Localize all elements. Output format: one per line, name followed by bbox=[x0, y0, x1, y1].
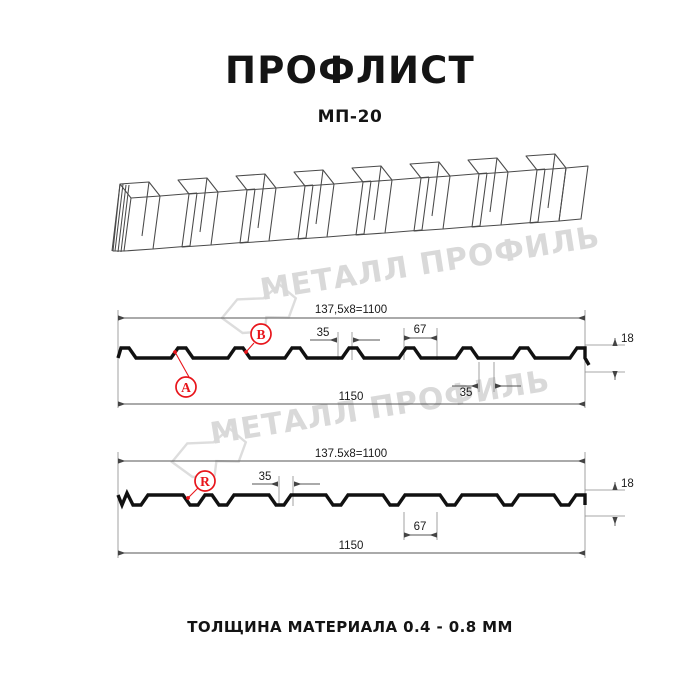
marker-r: R bbox=[186, 470, 216, 500]
cross-section-r: 137.5x8=1100 1150 18 35 67 R bbox=[116, 448, 634, 558]
marker-b-label: B bbox=[256, 327, 265, 342]
profile-outline-section2 bbox=[116, 488, 587, 510]
watermark-label-lower: МЕТАЛЛ ПРОФИЛЬ bbox=[208, 364, 553, 452]
marker-a-label: A bbox=[181, 380, 191, 395]
dimension-label-height-18-section2: 18 bbox=[621, 478, 634, 490]
marker-a: A bbox=[173, 350, 197, 398]
dimension-label-1150-section1: 1150 bbox=[339, 391, 364, 403]
marker-r-label: R bbox=[200, 474, 210, 489]
dimension-label-137-5x8-section2: 137.5x8=1100 bbox=[315, 448, 387, 460]
watermark-upper: МЕТАЛЛ ПРОФИЛЬ bbox=[220, 220, 603, 335]
dimension-label-35-section2: 35 bbox=[259, 471, 272, 483]
profile-3d-isometric-view bbox=[111, 153, 589, 253]
dimension-label-67-section2: 67 bbox=[414, 521, 427, 533]
dimension-label-35-top-section1: 35 bbox=[317, 327, 330, 339]
marker-r-circle bbox=[194, 470, 216, 492]
marker-b-circle bbox=[250, 323, 272, 345]
cross-section-a-b: 137,5x8=1100 1150 18 35 67 35 A bbox=[116, 304, 634, 408]
dimension-label-35-bottom-section1: 35 bbox=[460, 387, 473, 399]
marker-b: B bbox=[244, 323, 272, 354]
dimension-label-height-18-section1: 18 bbox=[621, 333, 634, 345]
footer-block: ТОЛЩИНА МАТЕРИАЛА 0.4 - 0.8 ММ bbox=[0, 618, 700, 636]
dimension-label-137-5x8-section1: 137,5x8=1100 bbox=[315, 304, 387, 316]
watermark-lower: МЕТАЛЛ ПРОФИЛЬ bbox=[170, 364, 553, 479]
watermark-label-upper: МЕТАЛЛ ПРОФИЛЬ bbox=[258, 220, 603, 308]
marker-a-circle bbox=[175, 376, 197, 398]
dimension-label-67-section1: 67 bbox=[414, 324, 427, 336]
profile-outline-section1 bbox=[116, 346, 591, 366]
material-thickness-note: ТОЛЩИНА МАТЕРИАЛА 0.4 - 0.8 ММ bbox=[187, 618, 513, 636]
dimension-label-1150-section2: 1150 bbox=[339, 540, 364, 552]
